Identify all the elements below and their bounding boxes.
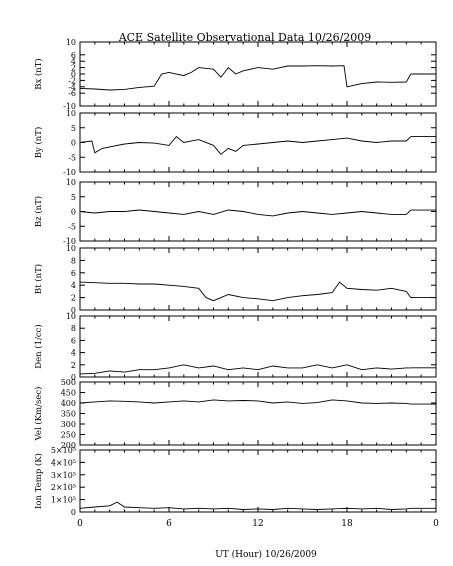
y-axis-label: Ion Temp (K) xyxy=(33,453,44,509)
y-tick-label: -2 xyxy=(68,76,76,85)
y-tick-label: 6 xyxy=(71,336,76,345)
y-axis-label: Bx (nT) xyxy=(33,58,44,90)
x-axis-label: UT (Hour) 10/26/2009 xyxy=(215,550,317,560)
panel-frame xyxy=(79,449,437,513)
y-axis-label: Bz (nT) xyxy=(33,196,44,227)
y-tick-label: 0 xyxy=(71,208,76,217)
series-line xyxy=(79,501,411,510)
y-tick-label: 3×10⁵ xyxy=(51,471,76,480)
y-tick-label: 450 xyxy=(61,389,76,398)
y-tick-label: 0 xyxy=(71,373,76,382)
y-tick-label: 5 xyxy=(71,193,76,202)
series-line xyxy=(79,399,411,405)
x-tick-label: 12 xyxy=(252,519,263,529)
y-tick-label: 2 xyxy=(71,64,76,73)
chart-title: ACE Satellite Observational Data 10/26/2… xyxy=(118,31,372,44)
y-axis-label: Bt (nT) xyxy=(33,264,44,294)
y-tick-label: -10 xyxy=(63,237,76,246)
y-tick-label: 6 xyxy=(71,269,76,278)
x-tick-label: 18 xyxy=(341,519,353,529)
y-tick-label: 200 xyxy=(61,441,76,450)
x-tick-label: 0 xyxy=(433,519,439,529)
y-tick-label: -10 xyxy=(63,168,76,177)
y-tick-label: 5 xyxy=(71,124,76,133)
panel-frame xyxy=(79,315,437,378)
y-tick-label: 0 xyxy=(71,508,76,517)
y-tick-label: 5×10⁵ xyxy=(51,446,76,455)
y-tick-label: 300 xyxy=(61,420,76,429)
y-axis-label: Vel (Km/sec) xyxy=(33,387,44,442)
y-tick-label: 350 xyxy=(61,410,76,419)
y-tick-label: 0 xyxy=(71,70,76,79)
panel-frame xyxy=(79,41,437,107)
y-tick-label: 4×10⁵ xyxy=(51,458,76,467)
y-tick-label: -5 xyxy=(68,222,76,231)
y-axis-label: By (nT) xyxy=(33,127,44,159)
series-line xyxy=(79,209,412,217)
y-tick-label: 0 xyxy=(71,306,76,315)
y-tick-label: 10 xyxy=(66,244,76,253)
panel-frame xyxy=(79,247,437,311)
y-tick-label: 1×10⁵ xyxy=(51,496,76,505)
y-tick-label: -10 xyxy=(63,102,76,111)
y-tick-label: -4 xyxy=(68,83,76,92)
y-tick-label: 2 xyxy=(71,361,76,370)
y-tick-label: 4 xyxy=(71,349,76,358)
x-tick-label: 0 xyxy=(77,519,83,529)
y-tick-label: -6 xyxy=(68,89,76,98)
y-tick-label: 500 xyxy=(61,378,76,387)
series-line xyxy=(79,281,412,302)
series-line xyxy=(79,135,412,155)
y-tick-label: 4 xyxy=(71,57,76,66)
y-tick-label: 10 xyxy=(66,178,76,187)
y-tick-label: 10 xyxy=(66,312,76,321)
y-axis-label: Den (1/cc) xyxy=(33,324,44,368)
y-tick-label: 10 xyxy=(66,109,76,118)
series-line xyxy=(79,364,411,375)
y-tick-label: 250 xyxy=(61,431,76,440)
x-tick-label: 6 xyxy=(166,519,172,529)
y-tick-label: 8 xyxy=(71,324,76,333)
y-tick-label: 0 xyxy=(71,139,76,148)
y-tick-label: 2 xyxy=(71,294,76,303)
panel-frame xyxy=(79,381,437,446)
y-tick-label: 4 xyxy=(71,281,76,290)
series-line xyxy=(79,65,412,91)
y-tick-label: 400 xyxy=(61,399,76,408)
y-tick-label: 10 xyxy=(66,38,76,47)
y-tick-label: 8 xyxy=(71,256,76,265)
y-tick-label: 2×10⁵ xyxy=(51,483,76,492)
panel-frame xyxy=(79,181,437,242)
panel-frame xyxy=(79,112,437,173)
y-tick-label: 6 xyxy=(71,51,76,60)
y-tick-label: -5 xyxy=(68,153,76,162)
